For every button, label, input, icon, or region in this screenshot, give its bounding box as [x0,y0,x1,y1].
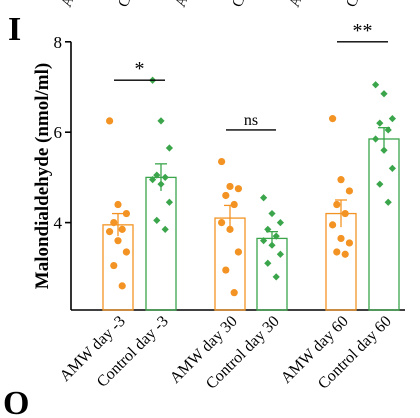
data-point [333,200,341,209]
data-point [161,225,169,233]
data-point [218,157,226,166]
data-point [106,117,114,125]
y-tick-label: 4 [54,214,63,233]
y-tick-label: 8 [54,33,63,52]
data-point [376,180,384,188]
data-point [118,282,126,290]
significance-label: ** [353,20,373,42]
data-point [118,225,126,233]
error-bars [112,127,390,246]
data-point [110,261,118,270]
data-point [329,221,337,229]
data-point [268,241,276,249]
x-tick-label: Control day 30 [203,313,283,393]
data-point [272,273,280,281]
data-point [106,228,114,236]
data-point [337,234,345,243]
data-point [260,237,268,245]
data-point [122,248,130,256]
significance-label: ns [244,112,258,129]
data-point [341,209,349,218]
y-tick-label: 6 [54,123,63,142]
data-point [272,232,280,240]
data-point [226,182,234,191]
data-point [384,198,392,206]
data-point [161,173,169,181]
data-point [114,237,122,245]
top-category-label: Control day 60 [344,0,390,9]
data-point [114,200,122,209]
data-point [276,219,284,227]
top-category-label: AMW day 30 [173,0,216,9]
data-point [337,176,345,184]
data-point [218,219,226,227]
data-point [122,209,130,218]
next-panel-label: O [3,385,29,418]
data-point [157,117,165,125]
significance-label: * [135,58,145,80]
data-point [380,90,388,98]
data-point [388,115,396,123]
bar-5 [325,212,357,311]
panel-label: I [8,11,21,48]
data-point [230,200,238,209]
data-point [268,209,276,218]
data-point [276,250,284,258]
bar-4 [256,237,288,311]
data-point [345,239,353,247]
top-category-label: Control day 30 [230,0,276,9]
top-category-label: Control day -3 [116,0,161,9]
data-point [234,248,242,256]
data-point [230,289,238,297]
top-category-label: AMW day 60 [287,0,330,9]
data-points [106,76,396,297]
data-point [222,191,230,200]
data-point [153,216,161,224]
top-category-label: AMW day -3 [59,0,101,9]
data-point [110,219,118,227]
data-point [341,250,349,258]
data-point [345,187,353,195]
bar-6 [368,138,400,311]
data-point [329,115,337,123]
data-point [376,119,384,127]
data-point [260,194,268,202]
bar-2 [145,176,177,311]
data-point [372,81,380,89]
data-point [234,185,242,193]
data-point [153,171,161,179]
data-point [388,164,396,172]
y-axis-label: Malondialdehyde (nmol/ml) [32,63,53,289]
data-point [372,135,380,143]
data-point [165,198,173,206]
data-point [149,176,157,184]
axes: 4 6 8 [54,33,405,311]
data-point [264,259,272,267]
data-point [222,266,230,274]
significance-brackets: * ns ** [114,20,388,131]
bars [102,138,400,311]
data-point [165,144,173,152]
top-cropped-category-labels: AMW day -3 Control day -3 AMW day 30 Contro… [59,0,390,9]
data-point [333,248,341,256]
